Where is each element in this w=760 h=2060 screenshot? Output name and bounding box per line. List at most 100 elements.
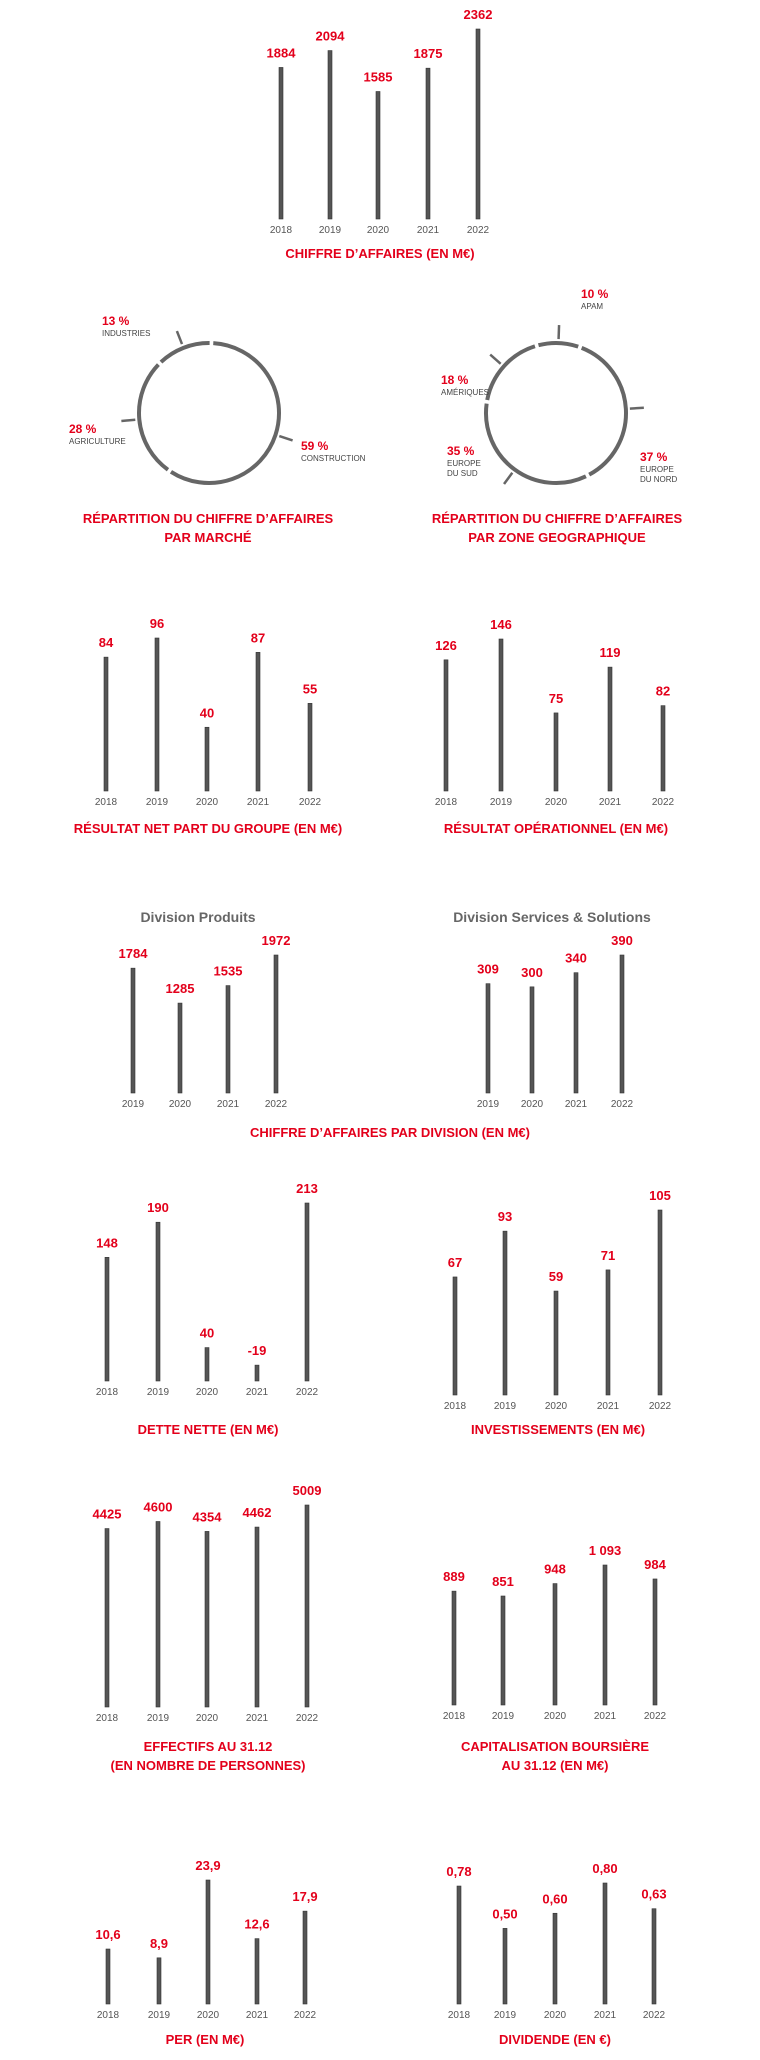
ro-bar-2019 xyxy=(498,638,504,792)
rn-bar-2020 xyxy=(204,726,210,792)
zone-title-line-1: RÉPARTITION DU CHIFFRE D’AFFAIRES xyxy=(432,511,683,526)
invest-value-label-2021: 71 xyxy=(601,1248,615,1263)
ca-year-label-2020: 2020 xyxy=(367,225,390,236)
capi-bar-2018 xyxy=(451,1590,457,1706)
divs-bar-2020 xyxy=(529,986,535,1094)
ro-value-label-2018: 126 xyxy=(435,638,457,653)
rn-bar-2021 xyxy=(255,652,261,792)
divs-value-label-2019: 309 xyxy=(477,962,499,977)
ca-bar-2018 xyxy=(278,67,284,220)
dividende-value-label-2018: 0,78 xyxy=(446,1864,471,1879)
ca-value-label-2019: 2094 xyxy=(316,29,346,44)
invest-year-label-2018: 2018 xyxy=(444,1401,467,1412)
invest-year-label-2020: 2020 xyxy=(545,1401,568,1412)
rn-year-label-2022: 2022 xyxy=(299,797,322,808)
dette-year-label-2020: 2020 xyxy=(196,1387,219,1398)
per-year-label-2018: 2018 xyxy=(97,2010,120,2021)
divp-value-label-2020: 1285 xyxy=(166,981,195,996)
ro-value-label-2019: 146 xyxy=(490,617,512,632)
ca-bar-2020 xyxy=(375,91,381,220)
dette-value-label-2021: -19 xyxy=(248,1343,267,1358)
zone-slice-name-3-1: AMÉRIQUES xyxy=(441,388,489,397)
division-chart-title: CHIFFRE D’AFFAIRES PAR DIVISION (EN M€) xyxy=(250,1125,530,1140)
capi-value-label-2019: 851 xyxy=(492,1574,514,1589)
capi-bar-2020 xyxy=(552,1583,558,1706)
rn-bar-2019 xyxy=(154,637,160,792)
capi-year-label-2018: 2018 xyxy=(443,1711,466,1722)
invest-bar-2018 xyxy=(452,1276,458,1396)
marche-leader-2 xyxy=(121,418,136,423)
dividende-title-line-1: DIVIDENDE (EN €) xyxy=(499,2032,611,2047)
capi-bar-2022 xyxy=(652,1578,658,1706)
divp-year-label-2022: 2022 xyxy=(265,1099,288,1110)
capi-bar-2021 xyxy=(602,1564,608,1706)
zone-slice-name-2-1: EUROPE xyxy=(447,459,481,468)
marche-slice-pct-3: 13 % xyxy=(102,314,130,328)
dividende-bar-2021 xyxy=(602,1882,608,2005)
ro-bar-2018 xyxy=(443,659,449,792)
zone-slice-3 xyxy=(485,344,536,401)
ca-bar-2019 xyxy=(327,50,333,220)
per-year-label-2020: 2020 xyxy=(197,2010,220,2021)
capi-year-label-2020: 2020 xyxy=(544,1711,567,1722)
zone-slice-2 xyxy=(484,403,587,485)
per-title-line-1: PER (EN M€) xyxy=(166,2032,245,2047)
dette-value-label-2020: 40 xyxy=(200,1326,214,1341)
per-bar-2018 xyxy=(105,1948,111,2005)
zone-slice-name-4-1: APAM xyxy=(581,302,603,311)
ro-bar-2021 xyxy=(607,666,613,792)
divp-year-label-2020: 2020 xyxy=(169,1099,192,1110)
zone-slice-pct-2: 35 % xyxy=(447,444,475,458)
per-value-label-2019: 8,9 xyxy=(150,1936,168,1951)
ro-bar-2020 xyxy=(553,712,559,792)
rn-bar-2018 xyxy=(103,656,109,792)
dividende-bar-2018 xyxy=(456,1885,462,2005)
dette-year-label-2021: 2021 xyxy=(246,1387,269,1398)
ro-title-line-1: RÉSULTAT OPÉRATIONNEL (EN M€) xyxy=(444,821,668,836)
ro-year-label-2018: 2018 xyxy=(435,797,458,808)
dette-year-label-2019: 2019 xyxy=(147,1387,170,1398)
divs-value-label-2022: 390 xyxy=(611,933,633,948)
marche-title-line-1: RÉPARTITION DU CHIFFRE D’AFFAIRES xyxy=(83,511,334,526)
dette-bar-2020 xyxy=(204,1347,210,1382)
rn-year-label-2020: 2020 xyxy=(196,797,219,808)
divs-year-label-2020: 2020 xyxy=(521,1099,544,1110)
marche-slice-name-3-1: INDUSTRIES xyxy=(102,329,150,338)
ro-value-label-2022: 82 xyxy=(656,684,670,699)
rn-title-line-1: RÉSULTAT NET PART DU GROUPE (EN M€) xyxy=(74,821,342,836)
ro-year-label-2020: 2020 xyxy=(545,797,568,808)
divp-bar-2019 xyxy=(130,967,136,1094)
zone-title-line-2: PAR ZONE GEOGRAPHIQUE xyxy=(468,530,646,545)
ca-bar-2022 xyxy=(475,28,481,220)
rn-year-label-2018: 2018 xyxy=(95,797,118,808)
zone-slice-4 xyxy=(537,341,579,349)
dividende-value-label-2019: 0,50 xyxy=(492,1906,517,1921)
effectifs-year-label-2018: 2018 xyxy=(96,1713,119,1724)
dividende-year-label-2021: 2021 xyxy=(594,2010,617,2021)
capi-bar-2019 xyxy=(500,1595,506,1706)
invest-value-label-2020: 59 xyxy=(549,1269,563,1284)
effectifs-value-label-2021: 4462 xyxy=(243,1505,272,1520)
effectifs-bar-2020 xyxy=(204,1531,210,1708)
ro-value-label-2021: 119 xyxy=(600,645,621,660)
dette-value-label-2018: 148 xyxy=(96,1235,118,1250)
dette-bar-2018 xyxy=(104,1257,110,1382)
effectifs-value-label-2022: 5009 xyxy=(293,1483,322,1498)
marche-slice-name-2-1: AGRICULTURE xyxy=(69,437,126,446)
zone-slice-pct-4: 10 % xyxy=(581,287,609,301)
per-year-label-2019: 2019 xyxy=(148,2010,171,2021)
dividende-year-label-2019: 2019 xyxy=(494,2010,517,2021)
zone-slice-pct-3: 18 % xyxy=(441,373,469,387)
capi-title-line-2: AU 31.12 (EN M€) xyxy=(502,1758,609,1773)
divs-year-label-2022: 2022 xyxy=(611,1099,634,1110)
ca-year-label-2022: 2022 xyxy=(467,225,490,236)
marche-slice-pct-2: 28 % xyxy=(69,422,97,436)
ro-value-label-2020: 75 xyxy=(549,691,563,706)
capi-year-label-2021: 2021 xyxy=(594,1711,617,1722)
invest-bar-2021 xyxy=(605,1269,611,1396)
capi-value-label-2018: 889 xyxy=(443,1569,465,1584)
per-value-label-2020: 23,9 xyxy=(195,1858,220,1873)
per-bar-2021 xyxy=(254,1938,260,2005)
rn-value-label-2018: 84 xyxy=(99,635,114,650)
rn-value-label-2021: 87 xyxy=(251,630,265,645)
